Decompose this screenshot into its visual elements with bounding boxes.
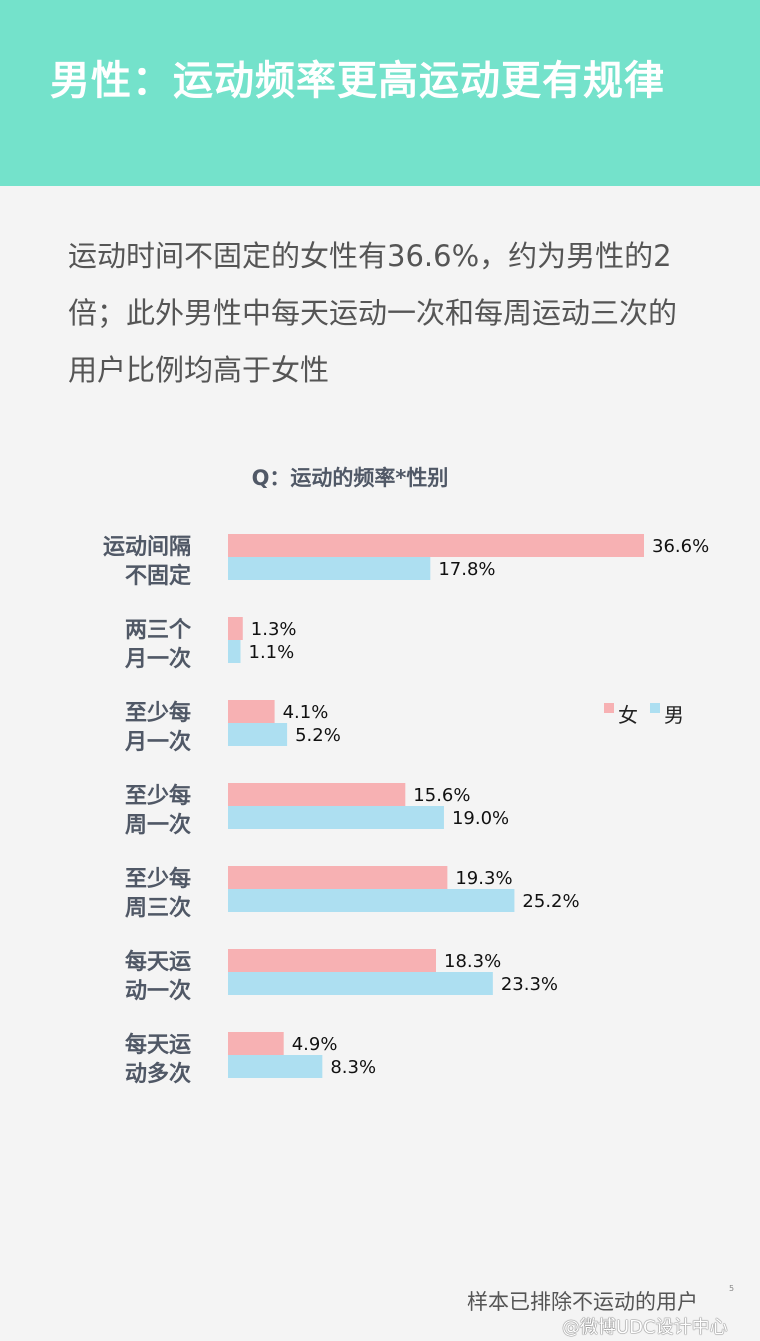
data-label: 5.2% (295, 725, 341, 746)
category-label: 动一次 (125, 978, 191, 1004)
data-label: 18.3% (444, 951, 501, 972)
bar-male (228, 640, 241, 663)
bar-male (228, 972, 493, 995)
legend-swatch-female (604, 703, 614, 713)
bar-male (228, 1055, 323, 1078)
category-label: 两三个 (125, 618, 192, 643)
page-title: 男性：运动频率更高运动更有规律 (50, 58, 665, 104)
category-label: 运动间隔 (103, 535, 191, 560)
category-label: 每天运 (125, 1032, 191, 1058)
data-label: 4.1% (283, 702, 329, 723)
data-label: 15.6% (413, 785, 470, 806)
category-label: 至少每 (125, 783, 191, 809)
data-label: 36.6% (652, 536, 709, 557)
bar-female (228, 866, 448, 889)
legend-label: 女 (618, 703, 638, 727)
category-label: 不固定 (125, 563, 191, 589)
data-label: 1.3% (251, 619, 297, 640)
legend-swatch-male (650, 703, 660, 713)
category-label: 周一次 (125, 812, 191, 838)
page-number: 5 (729, 1284, 735, 1293)
chart-title: Q：运动的频率*性别 (251, 466, 449, 490)
header-banner: 男性：运动频率更高运动更有规律 (0, 0, 760, 186)
bar-female (228, 1032, 284, 1055)
bar-male (228, 806, 444, 829)
bar-female (228, 783, 406, 806)
description-line: 用户比例均高于女性 (68, 353, 330, 387)
data-label: 25.2% (522, 891, 579, 912)
category-label: 至少每 (125, 700, 191, 726)
data-label: 8.3% (330, 1057, 376, 1078)
data-label: 19.3% (455, 868, 512, 889)
category-label: 动多次 (125, 1061, 191, 1087)
data-label: 4.9% (292, 1034, 338, 1055)
bar-female (228, 534, 644, 557)
description: 运动时间不固定的女性有36.6%，约为男性的2 倍；此外男性中每天运动一次和每周… (68, 228, 748, 399)
category-label: 月一次 (124, 729, 191, 755)
description-line: 运动时间不固定的女性有36.6%，约为男性的2 (68, 239, 672, 273)
category-label: 至少每 (125, 866, 191, 892)
data-label: 1.1% (249, 642, 295, 663)
category-label: 周三次 (125, 895, 191, 921)
category-label: 每天运 (125, 949, 191, 975)
description-line: 倍；此外男性中每天运动一次和每周运动三次的 (68, 296, 678, 330)
bar-female (228, 949, 436, 972)
data-label: 19.0% (452, 808, 509, 829)
legend-label: 男 (664, 703, 684, 727)
data-label: 17.8% (438, 559, 495, 580)
category-label: 月一次 (124, 646, 191, 672)
bar-female (228, 617, 243, 640)
watermark: @微博UDC设计中心 (562, 1317, 728, 1338)
bar-male (228, 889, 515, 912)
bar-male (228, 723, 288, 746)
data-label: 23.3% (501, 974, 558, 995)
bar-male (228, 557, 431, 580)
footnote: 样本已排除不运动的用户 (467, 1290, 698, 1314)
bar-female (228, 700, 275, 723)
